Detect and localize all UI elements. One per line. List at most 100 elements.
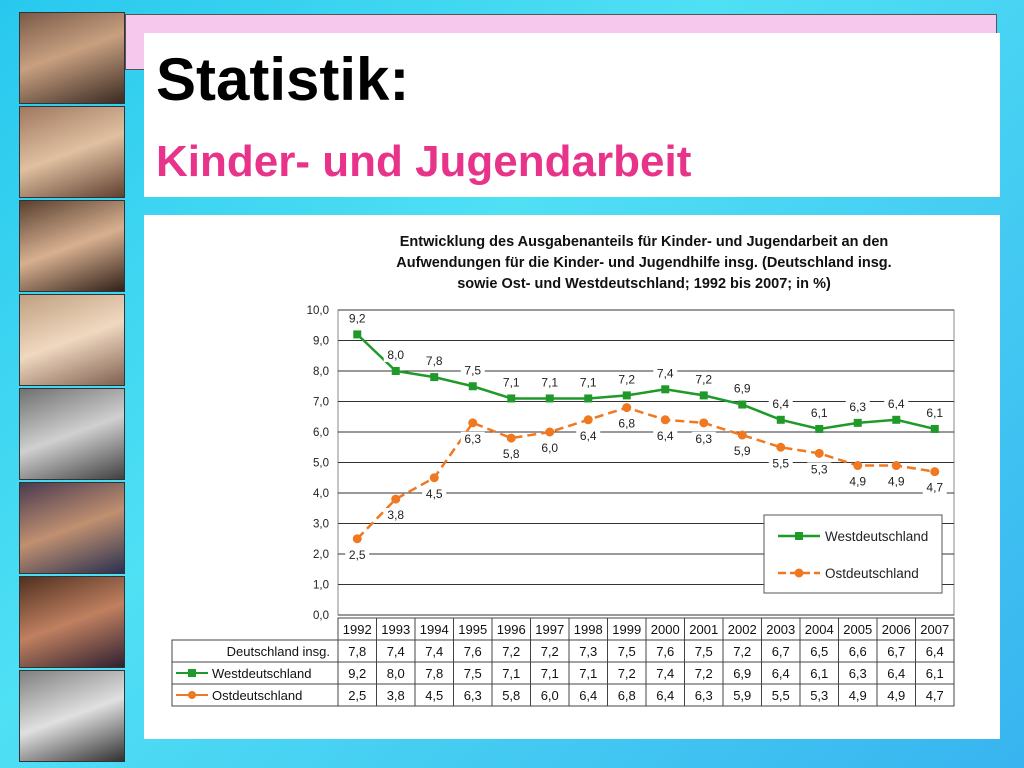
data-label-ost: 5,3 xyxy=(811,462,828,476)
data-label-bg xyxy=(537,441,562,455)
legend-marker-ost xyxy=(794,568,804,578)
marker-west xyxy=(930,424,939,433)
marker-west xyxy=(622,391,631,400)
data-label-bg xyxy=(768,396,793,411)
data-label-west: 6,4 xyxy=(772,397,789,411)
table-cell: 5,8 xyxy=(502,688,520,703)
data-label-bg xyxy=(537,375,562,390)
data-label-bg xyxy=(614,372,639,387)
table-cell: 7,2 xyxy=(733,644,751,659)
marker-ost xyxy=(930,467,940,477)
legend-marker-west xyxy=(795,532,803,540)
y-tick-label: 4,0 xyxy=(313,488,329,500)
data-label-west: 6,1 xyxy=(811,406,828,420)
photo-demonstration xyxy=(19,670,125,762)
data-label-ost: 4,9 xyxy=(849,475,866,489)
marker-ost xyxy=(853,461,863,471)
data-label-west: 7,2 xyxy=(695,372,712,386)
data-label-ost: 6,8 xyxy=(618,417,635,431)
data-label-bg xyxy=(730,444,755,459)
table-cell: 4,7 xyxy=(926,688,944,703)
data-label-bg xyxy=(345,547,370,562)
x-tick-label: 1997 xyxy=(535,622,564,637)
table-row-name: Ostdeutschland xyxy=(212,688,302,703)
data-label-bg xyxy=(422,354,447,369)
table-cell: 6,6 xyxy=(849,644,867,659)
x-tick-label: 1994 xyxy=(420,622,449,637)
table-cell: 7,2 xyxy=(618,666,636,681)
table-cell: 7,5 xyxy=(464,666,482,681)
table-cell: 7,6 xyxy=(464,644,482,659)
data-label-west: 7,1 xyxy=(541,375,558,389)
table-cell: 5,5 xyxy=(772,688,790,703)
legend-box xyxy=(763,514,943,594)
data-label-ost: 4,7 xyxy=(926,481,943,495)
marker-ost xyxy=(814,448,824,458)
marker-ost xyxy=(391,494,401,504)
table-cell: 5,3 xyxy=(810,688,828,703)
marker-ost xyxy=(737,430,747,440)
marker-west xyxy=(699,391,708,400)
table-cell: 7,4 xyxy=(425,644,443,659)
chart-title-line-1: Entwicklung des Ausgabenanteils für Kind… xyxy=(400,234,889,250)
photo-crowd xyxy=(19,576,125,668)
x-tick-label: 2005 xyxy=(843,622,872,637)
data-label-bg xyxy=(807,405,832,420)
title-box: Statistik: Kinder- und Jugendarbeit xyxy=(144,33,1000,197)
table-cell: 7,2 xyxy=(502,644,520,659)
table-cell: 6,1 xyxy=(926,666,944,681)
marker-ost xyxy=(660,415,670,425)
data-label-bg xyxy=(884,396,909,411)
table-cell: 4,9 xyxy=(887,688,905,703)
marker-ost xyxy=(506,433,516,443)
table-cell: 7,6 xyxy=(656,644,674,659)
legend-label-west: Westdeutschland xyxy=(825,529,928,544)
data-label-bg xyxy=(691,372,716,387)
table-cell: 7,8 xyxy=(425,666,443,681)
slide-title: Statistik: xyxy=(156,46,410,113)
table-cell: 9,2 xyxy=(348,666,366,681)
y-tick-label: 1,0 xyxy=(313,580,329,592)
table-cell: 7,4 xyxy=(656,666,674,681)
marker-west xyxy=(353,330,362,339)
marker-ost xyxy=(468,418,478,428)
marker-west xyxy=(545,394,554,403)
marker-west xyxy=(584,394,593,403)
x-tick-label: 2001 xyxy=(689,622,718,637)
data-label-bg xyxy=(807,462,832,477)
table-cell: 6,0 xyxy=(541,688,559,703)
table-cell: 6,9 xyxy=(733,666,751,681)
x-tick-label: 2002 xyxy=(728,622,757,637)
data-label-bg xyxy=(653,428,678,443)
table-cell: 6,7 xyxy=(772,644,790,659)
data-label-bg xyxy=(383,508,408,523)
data-label-bg xyxy=(922,480,947,495)
x-tick-label: 1995 xyxy=(458,622,487,637)
x-tick-label: 2003 xyxy=(766,622,795,637)
photo-girl-phone xyxy=(19,200,125,292)
data-label-ost: 4,5 xyxy=(426,487,443,501)
y-tick-label: 2,0 xyxy=(313,549,329,561)
data-label-ost: 2,5 xyxy=(349,548,366,562)
table-cell: 6,4 xyxy=(772,666,790,681)
data-label-west: 6,3 xyxy=(849,400,866,414)
data-label-bg xyxy=(422,486,447,501)
data-label-bg xyxy=(768,456,793,471)
y-tick-label: 7,0 xyxy=(313,397,329,409)
data-label-bg xyxy=(460,431,485,446)
marker-west xyxy=(391,367,400,375)
table-cell: 6,8 xyxy=(618,688,636,703)
data-label-west: 7,1 xyxy=(503,375,520,389)
table-row-name: Deutschland insg. xyxy=(227,644,330,659)
data-label-bg xyxy=(614,416,639,431)
data-label-west: 6,9 xyxy=(734,382,751,396)
photo-girl-portrait xyxy=(19,388,125,480)
data-label-west: 7,8 xyxy=(426,354,443,368)
data-label-bg xyxy=(845,474,870,489)
table-cell: 6,4 xyxy=(656,688,674,703)
table-cell: 6,7 xyxy=(887,644,905,659)
photo-boys-heads xyxy=(19,294,125,386)
x-tick-label: 1999 xyxy=(612,622,641,637)
data-label-bg xyxy=(922,405,947,420)
data-label-ost: 6,4 xyxy=(580,429,597,443)
